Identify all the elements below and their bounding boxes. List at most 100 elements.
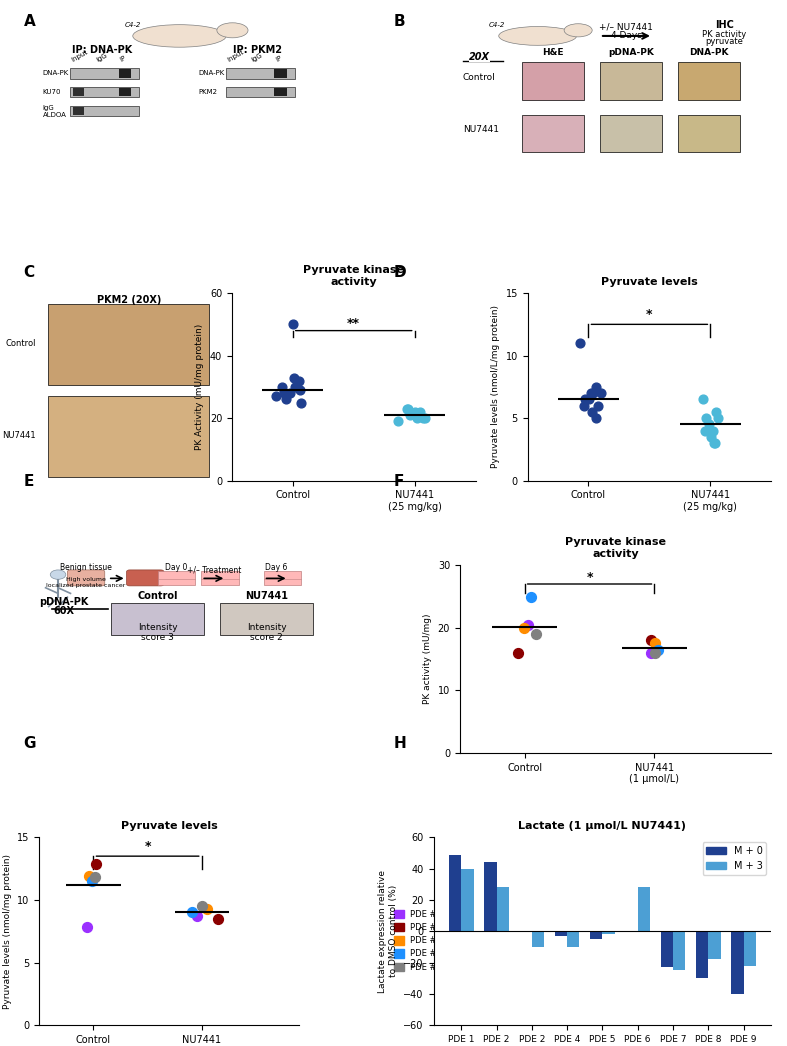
Text: DNA-PK: DNA-PK (689, 48, 729, 56)
Bar (696, 931, 708, 978)
Bar (484, 862, 497, 931)
Text: KU70: KU70 (42, 89, 61, 95)
Bar (497, 887, 509, 931)
Point (525, 588, 538, 605)
Bar (744, 931, 756, 965)
Text: H&E: H&E (542, 48, 564, 56)
Text: PKM2: PKM2 (198, 89, 217, 95)
Text: *: * (586, 571, 593, 584)
Point (512, 644, 524, 661)
Point (710, 404, 722, 420)
Ellipse shape (564, 24, 592, 37)
Text: A: A (24, 15, 35, 29)
Point (411, 410, 423, 427)
Text: IgG
ALDOA: IgG ALDOA (42, 105, 66, 117)
Bar (522, 115, 585, 153)
Ellipse shape (499, 26, 577, 45)
Text: NU7441: NU7441 (463, 126, 499, 134)
Text: +/– Treatment: +/– Treatment (187, 566, 241, 574)
Point (586, 404, 598, 420)
Text: 60X: 60X (54, 606, 75, 616)
Text: *: * (144, 840, 151, 852)
Bar (590, 931, 602, 939)
Point (293, 372, 305, 389)
Text: C: C (24, 266, 35, 280)
Text: E: E (24, 475, 34, 490)
Text: IP: PKM2: IP: PKM2 (233, 45, 282, 54)
Point (648, 635, 661, 652)
Point (278, 385, 290, 402)
Y-axis label: PK activity (mU/mg): PK activity (mU/mg) (423, 614, 432, 704)
Text: Day 6: Day 6 (265, 563, 287, 572)
Text: Intensity
score 3: Intensity score 3 (138, 623, 178, 642)
Point (83, 868, 95, 885)
FancyBboxPatch shape (68, 570, 105, 586)
Text: High volume
localized prostate cancer: High volume localized prostate cancer (46, 577, 126, 588)
Text: Control: Control (138, 591, 178, 601)
Text: H: H (394, 736, 406, 751)
Text: C4-2: C4-2 (124, 22, 141, 27)
Bar (275, 88, 287, 96)
Bar (660, 931, 673, 968)
Point (522, 616, 534, 633)
Ellipse shape (133, 25, 226, 47)
Title: Pyruvate levels: Pyruvate levels (121, 821, 218, 832)
Bar (567, 931, 579, 947)
Bar (602, 931, 615, 934)
Bar (201, 571, 238, 585)
Title: Pyruvate levels: Pyruvate levels (601, 277, 698, 287)
Point (649, 644, 662, 661)
Bar (708, 931, 721, 959)
Point (81, 919, 94, 936)
Text: Control: Control (6, 339, 35, 348)
Point (270, 388, 283, 405)
Text: NU7441: NU7441 (2, 431, 35, 440)
Text: PKM2 (20X): PKM2 (20X) (97, 295, 161, 305)
Point (585, 385, 597, 402)
Legend: PDE #1, PDE #2, PDE #3, PDE #4, PDE #5: PDE #1, PDE #2, PDE #3, PDE #4, PDE #5 (390, 906, 445, 975)
Bar (220, 602, 313, 635)
Bar (73, 107, 84, 115)
Point (89, 869, 102, 886)
Bar (532, 931, 544, 947)
Text: pyruvate: pyruvate (706, 38, 744, 46)
Bar (119, 69, 131, 77)
Point (706, 423, 719, 439)
Text: Input: Input (226, 49, 245, 63)
Bar (157, 571, 195, 585)
Point (589, 379, 602, 395)
Legend: M + 0, M + 3: M + 0, M + 3 (703, 842, 767, 874)
Y-axis label: Pyruvate levels (nmol/mg protein): Pyruvate levels (nmol/mg protein) (2, 854, 12, 1008)
FancyBboxPatch shape (127, 570, 164, 586)
Text: NU7441: NU7441 (246, 591, 288, 601)
Ellipse shape (50, 570, 66, 579)
Point (408, 404, 421, 420)
Text: DNA-PK: DNA-PK (198, 70, 224, 76)
Text: IHC: IHC (715, 21, 734, 30)
Text: D: D (394, 266, 406, 280)
Text: Benign tissue: Benign tissue (60, 563, 112, 572)
Text: DNA-PK: DNA-PK (42, 70, 68, 76)
Title: Lactate (1 μmol/L NU7441): Lactate (1 μmol/L NU7441) (519, 821, 686, 832)
Text: C4-2: C4-2 (489, 22, 505, 27)
Bar (600, 115, 662, 153)
Bar (522, 62, 585, 99)
Text: PK activity: PK activity (703, 30, 747, 39)
Point (696, 391, 709, 408)
Bar (48, 396, 209, 477)
Point (574, 335, 586, 351)
Text: *: * (646, 309, 652, 321)
Text: IP: IP (120, 55, 127, 63)
Point (705, 429, 718, 446)
Point (89, 856, 102, 872)
Point (419, 410, 431, 427)
Bar (678, 62, 740, 99)
Text: Control: Control (463, 73, 496, 82)
Point (645, 644, 657, 661)
Bar (449, 855, 461, 931)
Point (294, 382, 307, 399)
Point (587, 385, 600, 402)
Text: Input: Input (71, 49, 89, 63)
Bar (71, 106, 139, 116)
Point (211, 910, 224, 927)
